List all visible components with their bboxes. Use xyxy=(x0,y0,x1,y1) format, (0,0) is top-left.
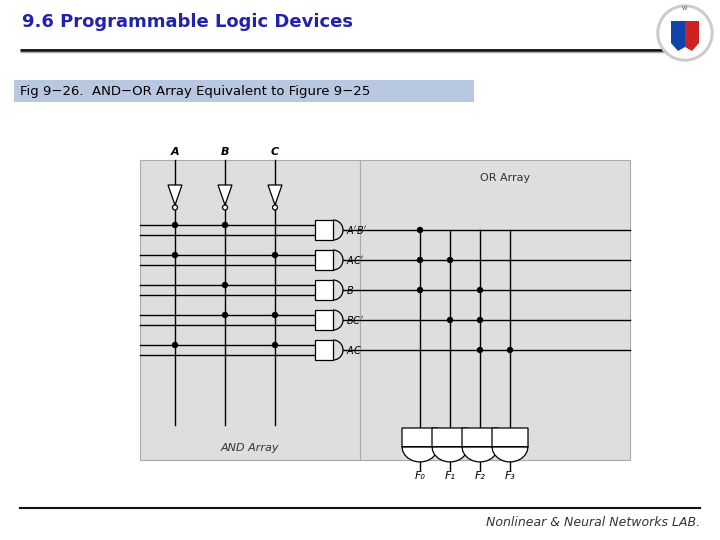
Polygon shape xyxy=(462,428,498,462)
Bar xyxy=(315,280,333,300)
Text: F₀: F₀ xyxy=(415,471,426,481)
Bar xyxy=(14,80,474,102)
Circle shape xyxy=(448,258,452,262)
Text: 9.6 Programmable Logic Devices: 9.6 Programmable Logic Devices xyxy=(22,13,353,31)
Polygon shape xyxy=(402,428,438,462)
Text: $AC$: $AC$ xyxy=(346,344,362,356)
Bar xyxy=(315,250,333,270)
Circle shape xyxy=(222,222,228,227)
Circle shape xyxy=(448,318,452,322)
Circle shape xyxy=(418,287,423,293)
Circle shape xyxy=(173,205,178,210)
Text: $B$: $B$ xyxy=(346,284,354,296)
Bar xyxy=(140,160,360,460)
Text: Nonlinear & Neural Networks LAB.: Nonlinear & Neural Networks LAB. xyxy=(486,516,700,529)
Text: B: B xyxy=(221,147,229,157)
Circle shape xyxy=(272,253,277,258)
Circle shape xyxy=(660,8,710,58)
Circle shape xyxy=(477,318,482,322)
Circle shape xyxy=(222,282,228,287)
Circle shape xyxy=(657,5,713,61)
Text: F₂: F₂ xyxy=(474,471,485,481)
Text: C: C xyxy=(271,147,279,157)
Text: AND Array: AND Array xyxy=(221,443,279,453)
Circle shape xyxy=(477,348,482,353)
Text: W: W xyxy=(683,6,688,11)
Circle shape xyxy=(418,258,423,262)
Bar xyxy=(315,340,333,360)
Circle shape xyxy=(173,253,178,258)
Circle shape xyxy=(272,313,277,318)
Bar xyxy=(360,160,630,460)
Circle shape xyxy=(222,205,228,210)
Polygon shape xyxy=(168,185,182,205)
Bar xyxy=(315,220,333,240)
Circle shape xyxy=(272,205,277,210)
Text: $BC'$: $BC'$ xyxy=(346,314,364,326)
Text: OR Array: OR Array xyxy=(480,173,530,183)
Text: Fig 9−26.  AND−OR Array Equivalent to Figure 9−25: Fig 9−26. AND−OR Array Equivalent to Fig… xyxy=(20,84,370,98)
Polygon shape xyxy=(671,21,685,51)
Circle shape xyxy=(173,222,178,227)
Circle shape xyxy=(222,313,228,318)
Circle shape xyxy=(272,342,277,348)
Circle shape xyxy=(508,348,513,353)
Circle shape xyxy=(173,342,178,348)
Text: F₁: F₁ xyxy=(444,471,456,481)
Polygon shape xyxy=(268,185,282,205)
Circle shape xyxy=(418,227,423,233)
Text: A: A xyxy=(171,147,179,157)
Polygon shape xyxy=(432,428,468,462)
Polygon shape xyxy=(685,21,699,51)
Polygon shape xyxy=(218,185,232,205)
Bar xyxy=(315,310,333,330)
Text: F₃: F₃ xyxy=(505,471,516,481)
Text: $A'B'$: $A'B'$ xyxy=(346,224,367,236)
Polygon shape xyxy=(492,428,528,462)
Circle shape xyxy=(477,287,482,293)
Text: $AC'$: $AC'$ xyxy=(346,254,364,266)
